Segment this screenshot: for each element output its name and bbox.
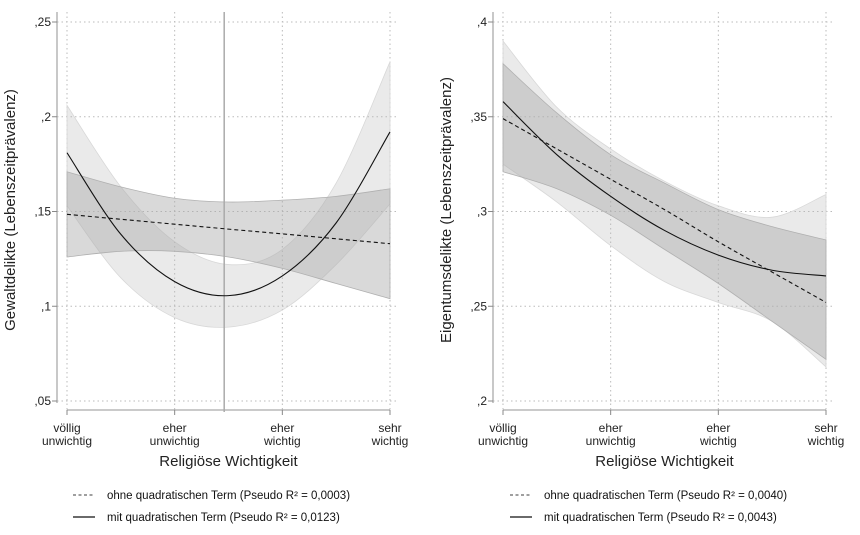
y-tick-label: ,25	[34, 15, 51, 29]
chart-eigentumsdelikte: ,2,25,3,35,4völligunwichtigeherunwichtig…	[438, 12, 844, 524]
x-tick-label: völlig	[489, 421, 516, 435]
x-tick-label: eher	[163, 421, 187, 435]
x-tick-label: wichtig	[371, 434, 409, 448]
x-tick-label: eher	[270, 421, 294, 435]
y-tick-label: ,25	[470, 299, 487, 313]
x-tick-label: eher	[599, 421, 623, 435]
chart-gewaltdelikte: ,05,1,15,2,25völligunwichtigeherunwichti…	[2, 12, 408, 524]
series-line-quadratic	[66, 131, 391, 297]
legend-label: ohne quadratischen Term (Pseudo R² = 0,0…	[544, 490, 787, 502]
x-tick-label: völlig	[53, 421, 80, 435]
series-line-linear	[502, 118, 827, 303]
ci-band-quadratic	[66, 61, 391, 328]
x-tick-label: unwichtig	[478, 434, 528, 448]
y-axis-title: Gewaltdelikte (Lebenszeitprävalenz)	[2, 89, 19, 331]
x-tick-label: unwichtig	[150, 434, 200, 448]
y-tick-label: ,4	[477, 15, 487, 29]
x-tick-label: eher	[706, 421, 730, 435]
legend-label: mit quadratischen Term (Pseudo R² = 0,01…	[107, 512, 340, 524]
legend-label: mit quadratischen Term (Pseudo R² = 0,00…	[544, 512, 777, 524]
y-tick-label: ,15	[34, 205, 51, 219]
x-axis-title: Religiöse Wichtigkeit	[159, 453, 298, 470]
y-tick-label: ,35	[470, 110, 487, 124]
y-axis-title: Eigentumsdelikte (Lebenszeitprävalenz)	[438, 77, 455, 343]
y-tick-label: ,2	[477, 394, 487, 408]
ci-band-linear	[66, 171, 391, 300]
y-tick-label: ,05	[34, 394, 51, 408]
x-tick-label: unwichtig	[42, 434, 92, 448]
y-tick-label: ,3	[477, 205, 487, 219]
ci-band-linear	[502, 62, 827, 361]
ci-band-quadratic	[502, 39, 827, 368]
series-line-linear	[66, 213, 391, 245]
x-tick-label: sehr	[378, 421, 401, 435]
x-tick-label: sehr	[814, 421, 837, 435]
x-tick-label: wichtig	[263, 434, 301, 448]
x-tick-label: unwichtig	[586, 434, 636, 448]
y-tick-label: ,2	[41, 110, 51, 124]
x-axis-title: Religiöse Wichtigkeit	[595, 453, 734, 470]
x-tick-label: wichtig	[699, 434, 737, 448]
legend-label: ohne quadratischen Term (Pseudo R² = 0,0…	[107, 490, 350, 502]
series-line-quadratic	[502, 101, 827, 277]
x-tick-label: wichtig	[807, 434, 845, 448]
y-tick-label: ,1	[41, 299, 51, 313]
